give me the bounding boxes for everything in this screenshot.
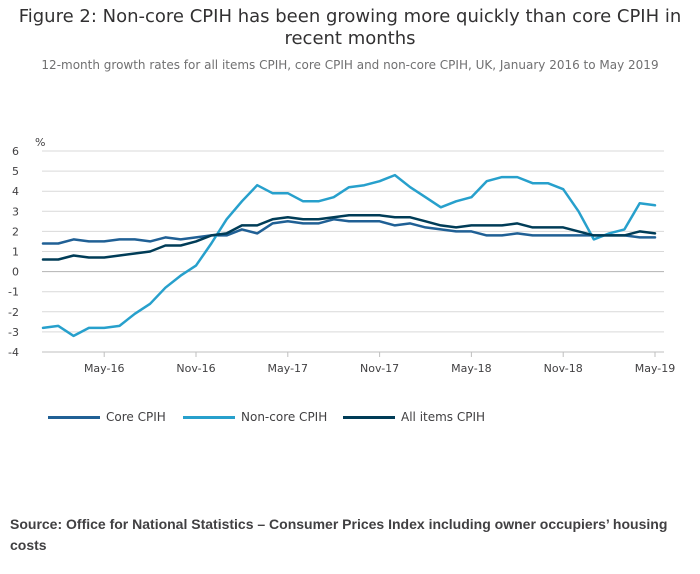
y-tick-label: 1 — [12, 246, 19, 259]
chart-title-line-2: recent months — [284, 28, 416, 49]
chart-title-line-1: Figure 2: Non-core CPIH has been growing… — [18, 6, 682, 27]
x-tick-label: Nov-16 — [176, 362, 215, 375]
legend-swatch-core — [48, 416, 100, 419]
x-tick-label: May-16 — [84, 362, 125, 375]
x-tick-label: May-18 — [451, 362, 492, 375]
y-tick-label: 2 — [12, 225, 19, 238]
y-tick-label: 3 — [12, 205, 19, 218]
legend-all-items-cpih: All items CPIH — [343, 410, 485, 424]
legend-label-noncore: Non-core CPIH — [241, 410, 328, 424]
source-note: Source: Office for National Statistics –… — [10, 516, 668, 553]
series-line-all — [41, 214, 657, 261]
legend-swatch-noncore — [183, 416, 235, 419]
y-tick-label: -2 — [8, 306, 19, 319]
y-tick-label: -1 — [8, 286, 19, 299]
y-axis-unit-label: % — [35, 136, 45, 149]
chart-subtitle: 12-month growth rates for all items CPIH… — [41, 58, 659, 72]
x-tick-label: Nov-17 — [360, 362, 399, 375]
y-tick-label: 6 — [12, 145, 19, 158]
y-tick-label: -4 — [8, 346, 19, 359]
line-chart: % -4 -3 -2 -1 0 1 2 3 4 5 6 May-16 Nov-16 May-17 Nov-17… — [8, 136, 676, 375]
legend-label-all: All items CPIH — [401, 410, 486, 424]
legend-noncore-cpih: Non-core CPIH — [183, 410, 327, 424]
series-line-core — [41, 218, 657, 245]
y-tick-label: 4 — [12, 185, 19, 198]
y-tick-label: -3 — [8, 326, 19, 339]
x-tick-label: Nov-18 — [544, 362, 583, 375]
series-line-noncore — [41, 173, 657, 338]
legend-label-core: Core CPIH — [106, 410, 166, 424]
x-tick-label: May-17 — [268, 362, 309, 375]
y-tick-label: 0 — [12, 266, 19, 279]
x-tick-label: May-19 — [635, 362, 676, 375]
legend-core-cpih: Core CPIH — [48, 410, 166, 424]
legend-swatch-all — [343, 416, 395, 419]
y-tick-label: 5 — [12, 165, 19, 178]
chart-title: Figure 2: Non-core CPIH has been growing… — [0, 6, 700, 50]
